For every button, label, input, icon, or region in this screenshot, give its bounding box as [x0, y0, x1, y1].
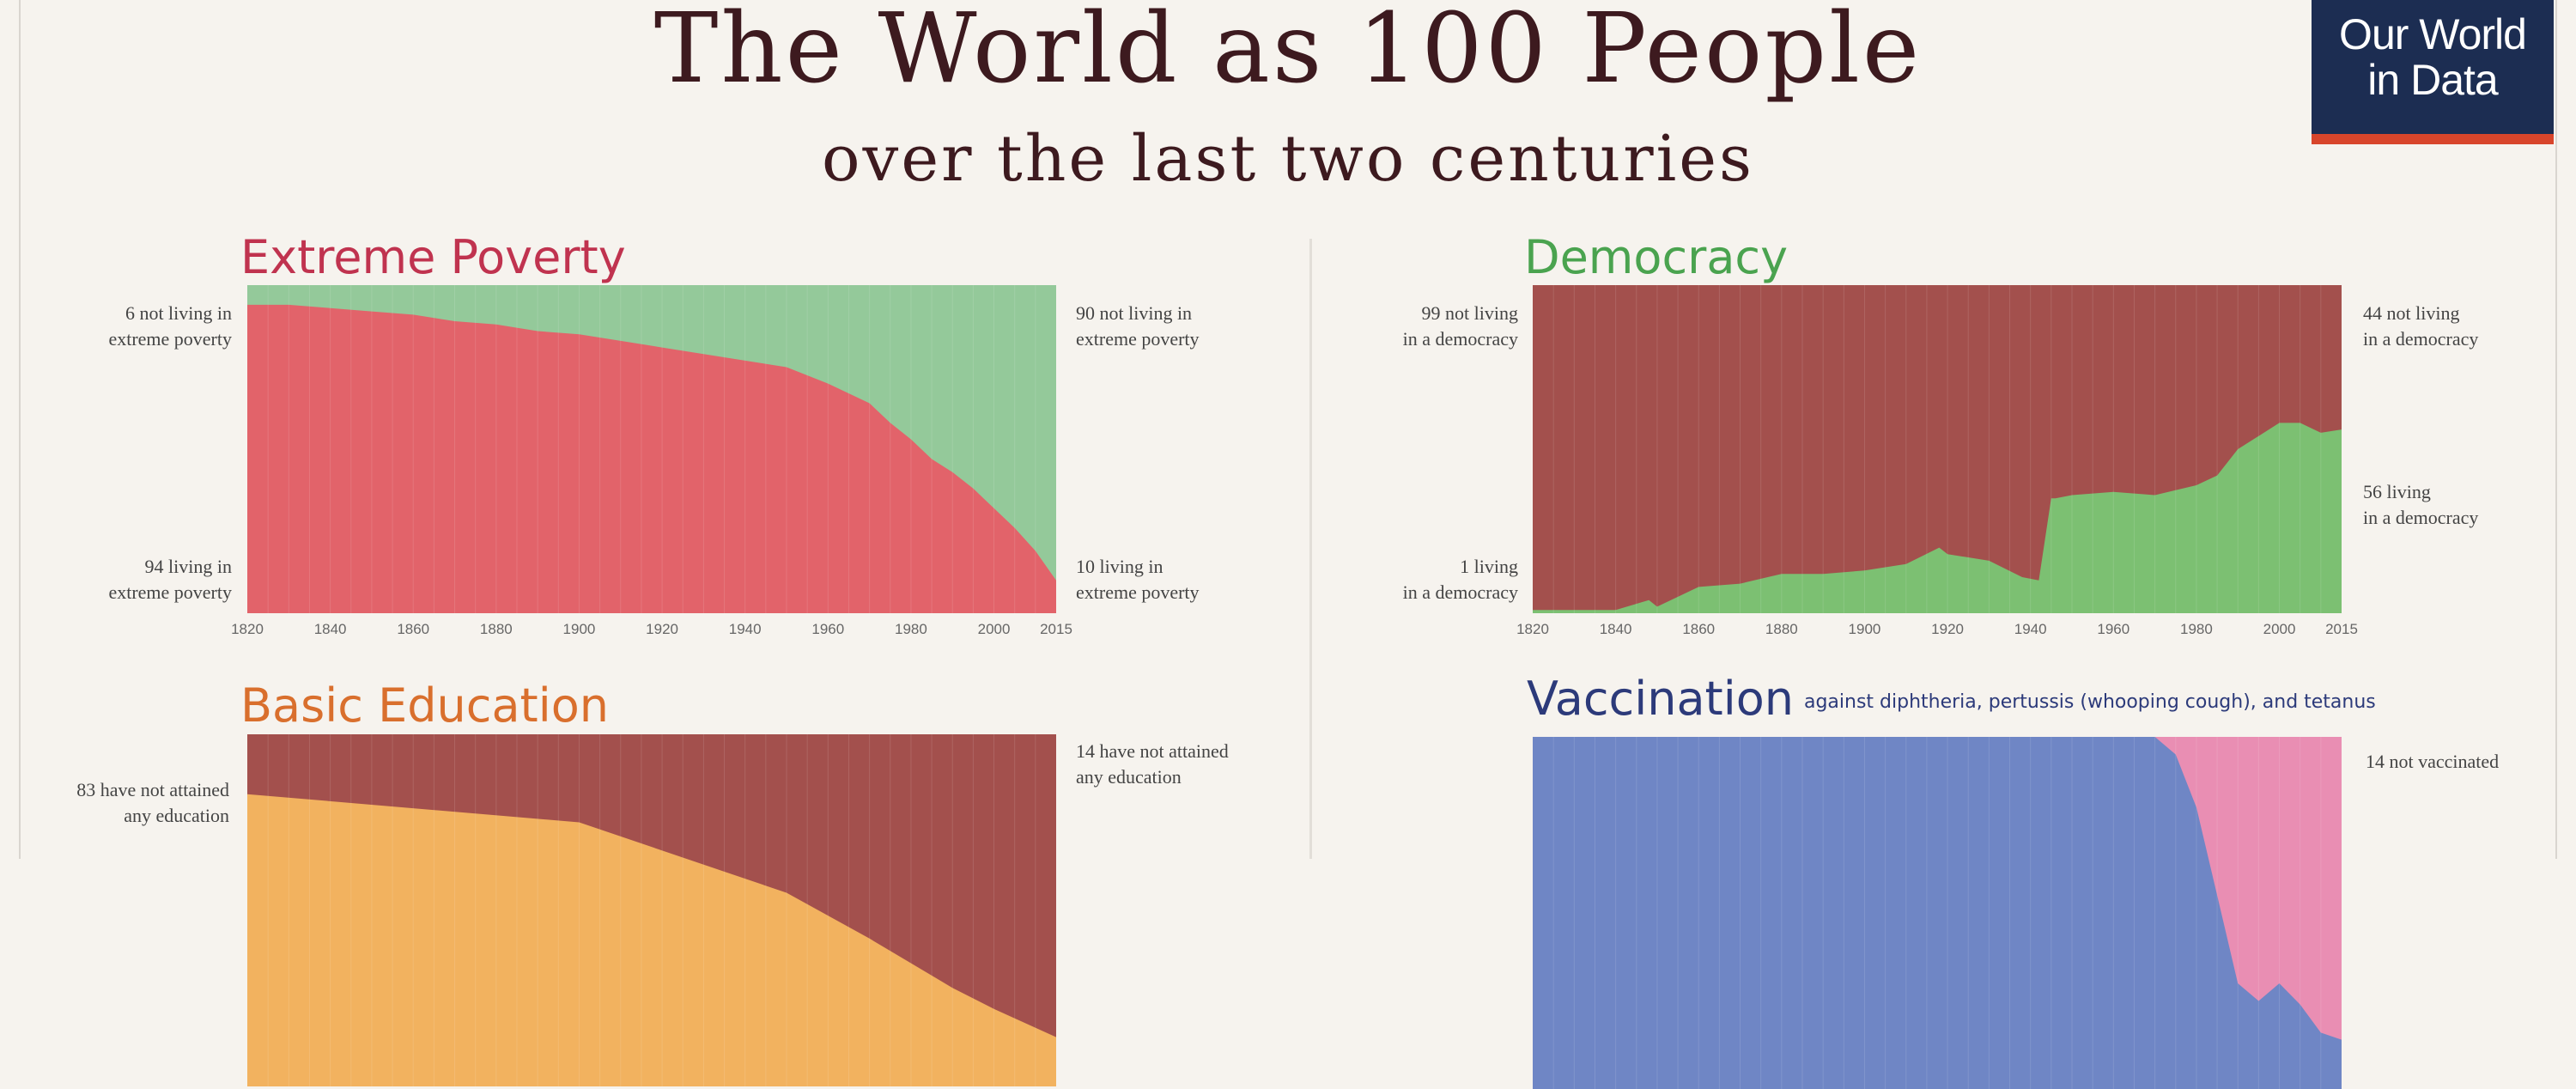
x-tick-label: 1960	[2097, 621, 2129, 637]
vaccination-right-top-note: 14 not vaccinated	[2366, 751, 2500, 772]
panel-divider	[1309, 239, 1312, 859]
poverty-title: Extreme Poverty	[240, 230, 626, 284]
vaccination-title-wrap: Vaccination against diphtheria, pertussis…	[1527, 672, 2376, 726]
x-tick-label: 1820	[1516, 621, 1549, 637]
x-tick-label: 2000	[2263, 621, 2296, 637]
poverty-right-bottom-note: 10 living in extreme poverty	[1076, 556, 1200, 603]
democracy-right-bottom-note: 56 living in a democracy	[2363, 481, 2479, 528]
vaccination-subtitle: against diphtheria, pertussis (whooping …	[1803, 691, 2376, 713]
poverty-left-bottom-note: 94 living in extreme poverty	[108, 556, 232, 603]
vaccination-area-chart	[1533, 737, 2342, 1089]
democracy-left-bottom-note: 1 living in a democracy	[1402, 556, 1518, 603]
x-tick-label: 2000	[978, 621, 1011, 637]
education-area-chart	[247, 734, 1056, 1086]
x-tick-label: 1860	[1682, 621, 1715, 637]
x-tick-label: 1980	[895, 621, 927, 637]
page-title: The World as 100 People	[653, 0, 1923, 105]
page-subtitle: over the last two centuries	[821, 122, 1755, 196]
x-tick-label: 1820	[231, 621, 264, 637]
poverty-area-chart: 1820 1840 1860 1880 1900 1920 1940 1960 1980 2000…	[231, 285, 1072, 637]
education-left-top-note: 83 have not attained any education	[76, 779, 229, 826]
x-tick-label: 1860	[397, 621, 429, 637]
x-tick-label: 1960	[811, 621, 844, 637]
x-tick-label: 1920	[1931, 621, 1964, 637]
x-tick-label: 1840	[314, 621, 347, 637]
x-tick-label: 1920	[646, 621, 678, 637]
vaccination-title: Vaccination	[1527, 672, 1794, 726]
x-tick-label: 1980	[2180, 621, 2213, 637]
x-tick-label: 1840	[1600, 621, 1632, 637]
democracy-left-top-note: 99 not living in a democracy	[1402, 302, 1518, 350]
owid-logo[interactable]: Our World in Data	[2312, 0, 2554, 144]
infographic-frame	[19, 0, 2557, 859]
democracy-living-area	[1533, 423, 2342, 613]
x-tick-label: 1940	[729, 621, 762, 637]
poverty-living-area	[247, 304, 1056, 613]
logo-line-2: in Data	[2367, 55, 2498, 104]
x-tick-label: 1900	[1849, 621, 1881, 637]
education-title: Basic Education	[240, 678, 609, 733]
logo-line-1: Our World	[2339, 10, 2527, 58]
x-tick-label: 1940	[2014, 621, 2047, 637]
poverty-right-top-note: 90 not living in extreme poverty	[1076, 302, 1200, 350]
x-tick-label: 2015	[2325, 621, 2358, 637]
x-tick-label: 2015	[1040, 621, 1072, 637]
poverty-left-top-note: 6 not living in extreme poverty	[108, 302, 232, 350]
education-right-top-note: 14 have not attained any education	[1076, 740, 1229, 788]
x-tick-label: 1880	[1765, 621, 1798, 637]
x-tick-label: 1880	[480, 621, 513, 637]
x-tick-label: 1900	[563, 621, 596, 637]
democracy-title: Democracy	[1524, 230, 1789, 284]
democracy-right-top-note: 44 not living in a democracy	[2363, 302, 2479, 350]
democracy-area-chart: 1820 1840 1860 1880 1900 1920 1940 1960 1980 2000…	[1516, 285, 2358, 637]
